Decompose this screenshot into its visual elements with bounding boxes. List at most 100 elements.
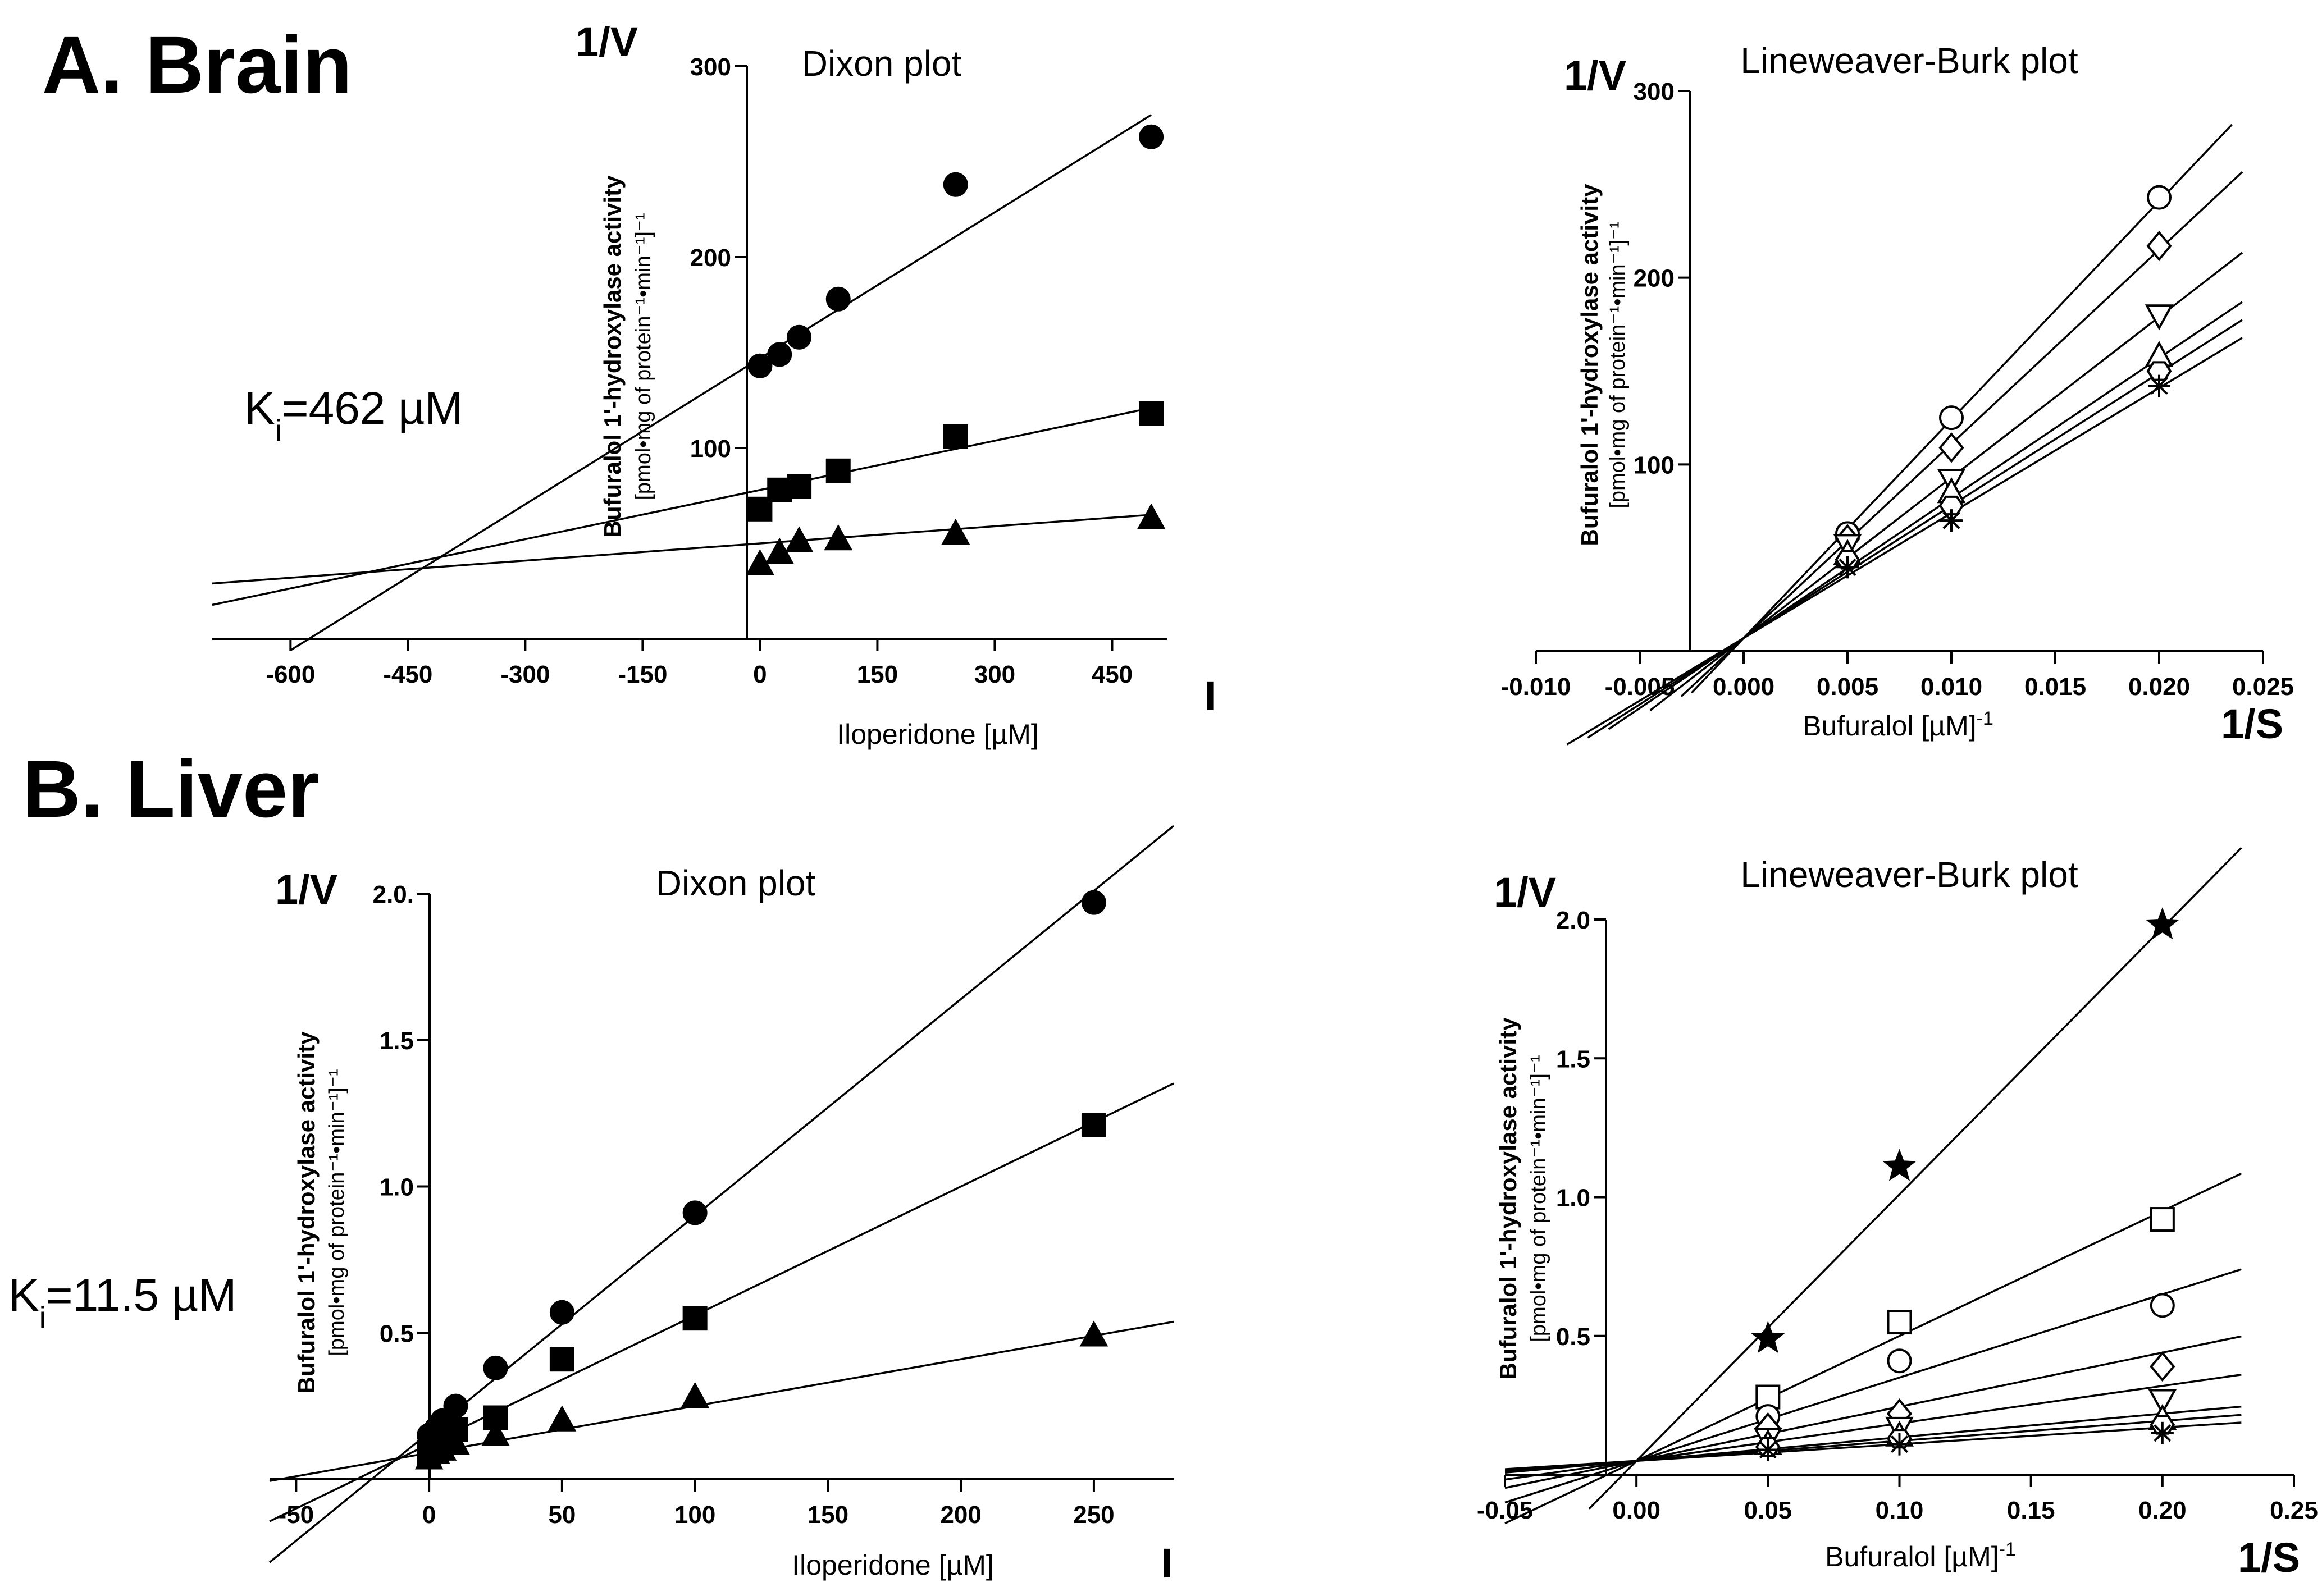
x-tick-label: 0 [422, 1501, 436, 1529]
x-tick-label: 0.15 [2007, 1497, 2055, 1524]
x-tick-label: -0.05 [1477, 1497, 1533, 1524]
point-triangle [441, 1429, 470, 1455]
point-triangle [784, 526, 814, 552]
point-circle [682, 1200, 708, 1225]
y-axis-label: Bufuralol 1'-hydroxylase activity [1495, 1017, 1521, 1380]
point-square [2150, 1207, 2175, 1232]
x-tick-label: 0.20 [2138, 1497, 2187, 1524]
x-axis-label-text: Iloperidone [µM] [837, 719, 1039, 750]
fit-line-diamond [1504, 1335, 2242, 1489]
ki-brain-sub: i [275, 414, 282, 447]
x-tick-label: 250 [1073, 1501, 1114, 1529]
corner-label-x: 1/S [2221, 701, 2283, 747]
y-axis-label: Bufuralol 1'-hydroxylase activity [599, 175, 626, 538]
y-tick-label: 1.0 [380, 1174, 414, 1201]
corner-label-x: I [1205, 673, 1216, 719]
y-axis-units: [pmol•mg of protein⁻¹•min⁻¹]⁻¹ [1606, 221, 1630, 508]
x-tick-label: 0.025 [2232, 673, 2294, 701]
point-square [1139, 401, 1164, 426]
point-circle [549, 1300, 574, 1325]
y-tick-label: 2.0. [373, 881, 414, 908]
panel-label-brain: A. Brain [42, 20, 352, 110]
point-square [943, 424, 968, 449]
y-tick-label: 2.0 [1556, 907, 1590, 934]
point-diamond [1938, 432, 1964, 463]
ki-brain: Ki=462 µM [244, 383, 463, 447]
corner-label-x: 1/S [2238, 1534, 2300, 1581]
fit-line-circle [1691, 124, 2233, 694]
y-axis-label: Bufuralol 1'-hydroxylase activity [293, 1031, 320, 1394]
x-tick-label: 300 [974, 661, 1015, 688]
point-asterisk [1888, 1433, 1911, 1456]
x-axis-label: Iloperidone [µM] [792, 1549, 994, 1581]
point-square [682, 1306, 708, 1331]
ki-liver-value: =11.5 µM [46, 1270, 237, 1321]
point-triangle [548, 1405, 577, 1432]
point-circle [747, 353, 773, 378]
corner-label-y: 1/V [1494, 869, 1556, 916]
point-circle [767, 342, 792, 367]
x-axis-label-text: Bufuralol [µM] [1825, 1541, 1999, 1572]
point-asterisk [2151, 1421, 2174, 1444]
y-tick-label: 1.5 [1556, 1045, 1590, 1073]
y-tick-label: 0.5 [380, 1320, 414, 1347]
fit-line-asterisk [1504, 1421, 2242, 1470]
fit-line-square [1504, 1172, 2242, 1525]
y-tick-label: 300 [690, 53, 731, 81]
x-tick-label: 150 [808, 1501, 848, 1529]
fit-line-hexagon [1587, 319, 2243, 739]
point-star [1882, 1149, 1917, 1181]
y-tick-label: 100 [1634, 451, 1675, 479]
point-circle [1139, 124, 1164, 149]
point-square [549, 1347, 574, 1372]
ki-liver-sub: i [39, 1301, 46, 1334]
point-triangle [824, 524, 853, 551]
chart-liver-dixon: Dixon plot-50 0 50 100 150 200 2500.51.01.52.0… [268, 825, 1175, 1586]
x-tick-label: 0.000 [1713, 673, 1774, 701]
point-triangle [1079, 1320, 1108, 1347]
chart-title: Lineweaver-Burk plot [1740, 854, 2078, 895]
x-axis-label: Iloperidone [µM] [837, 719, 1039, 750]
x-axis-label-text: Iloperidone [µM] [792, 1549, 994, 1581]
chart-title: Dixon plot [656, 863, 816, 903]
point-star [2145, 907, 2179, 940]
x-axis-label-text: Bufuralol [µM] [1803, 710, 1976, 742]
chart-brain-dixon: Dixon plot -600 -450 -300 -150 0 150 300 450 100 2… [212, 19, 1216, 750]
x-tick-label: 0.25 [2270, 1497, 2318, 1524]
y-tick-label: 100 [690, 435, 731, 463]
point-circle [787, 324, 812, 350]
corner-label-x: I [1161, 1540, 1173, 1586]
ki-liver-symbol: K [8, 1270, 39, 1321]
point-circle [443, 1393, 468, 1419]
y-axis-label: Bufuralol 1'-hydroxylase activity [1576, 184, 1603, 546]
x-tick-label: 450 [1092, 661, 1133, 688]
fit-line-down-triangle [1504, 1374, 2242, 1481]
corner-label-y: 1/V [576, 19, 638, 65]
fit-line-asterisk [1566, 337, 2243, 746]
point-triangle [681, 1382, 710, 1408]
chart-liver-lineweaver-burk: Lineweaver-Burk plot -0.05 0.00 0.05 0.10 0.1… [1477, 847, 2318, 1581]
x-axis-label: Bufuralol [µM]-1 [1803, 708, 1993, 742]
x-tick-label: 150 [857, 661, 898, 688]
point-square [1081, 1112, 1106, 1137]
point-circle [1081, 890, 1106, 915]
point-diamond [2146, 230, 2172, 262]
corner-label-y: 1/V [275, 866, 337, 913]
chart-title: Lineweaver-Burk plot [1740, 40, 2078, 81]
point-circle [483, 1355, 508, 1380]
point-circle [1887, 1348, 1912, 1374]
x-tick-label: 0.020 [2128, 673, 2190, 701]
x-axis-label-sup: -1 [1977, 708, 1993, 729]
fit-line-star [1588, 847, 2242, 1510]
x-tick-label: 0.05 [1744, 1497, 1792, 1524]
fit-line-square [212, 406, 1152, 606]
y-tick-label: 200 [1634, 265, 1675, 292]
x-tick-label: -0.010 [1501, 673, 1571, 701]
point-asterisk [1836, 556, 1859, 579]
y-tick-label: 300 [1634, 78, 1675, 106]
x-tick-label: 100 [674, 1501, 715, 1529]
y-tick-label: 0.5 [1556, 1323, 1590, 1351]
fit-line-square [269, 1082, 1174, 1522]
x-tick-label: 50 [548, 1501, 576, 1529]
